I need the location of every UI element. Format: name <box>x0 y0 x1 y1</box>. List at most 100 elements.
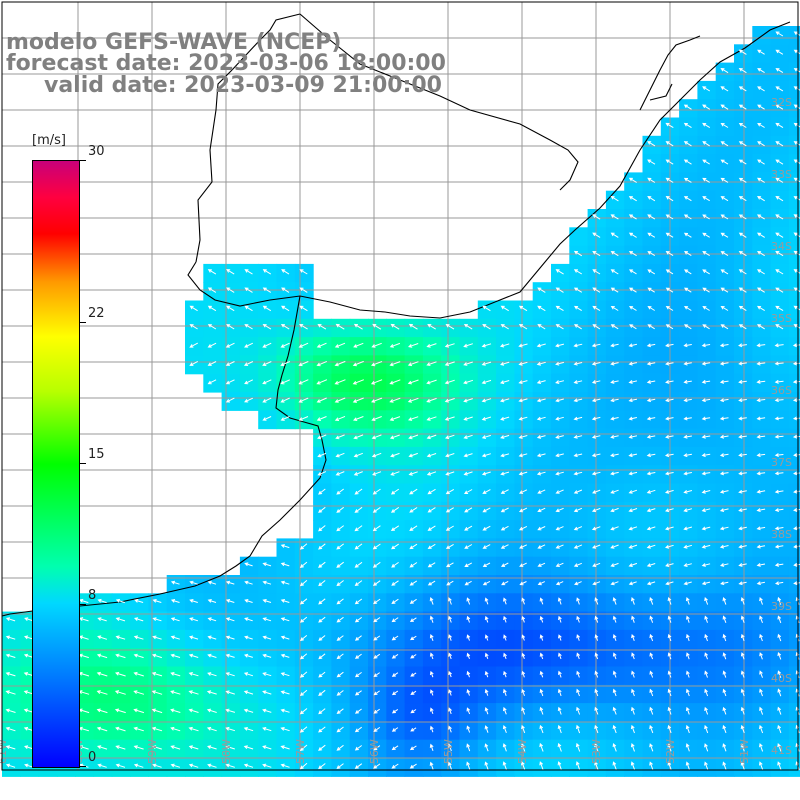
wind-arrow <box>482 525 491 531</box>
wind-arrow <box>775 324 784 330</box>
wind-arrow <box>775 232 784 238</box>
wind-arrow <box>225 726 236 732</box>
wind-arrow <box>649 724 654 734</box>
wind-arrow <box>537 324 546 330</box>
wind-arrow <box>373 617 381 623</box>
wind-speed-cell <box>258 721 278 741</box>
wind-arrow <box>738 67 747 74</box>
colorbar-tick-label: 30 <box>88 144 105 159</box>
wind-arrow <box>336 744 344 751</box>
wind-speed-cell <box>605 410 625 430</box>
wind-arrow <box>628 232 637 238</box>
wind-arrow <box>665 526 674 531</box>
wind-arrow <box>373 708 380 714</box>
wind-arrow <box>170 726 181 732</box>
colorbar <box>32 160 80 768</box>
wind-speed-cell <box>697 392 717 411</box>
colorbar-tick <box>80 463 86 464</box>
wind-arrow <box>354 488 363 495</box>
wind-arrow <box>610 471 619 476</box>
wind-arrow <box>628 380 638 384</box>
wind-speed-cell <box>221 282 241 302</box>
wind-arrow <box>701 489 711 494</box>
wind-arrow <box>482 580 491 586</box>
wind-arrow <box>299 671 308 678</box>
wind-speed-cell <box>477 337 497 356</box>
wind-speed-cell <box>734 263 753 283</box>
wind-arrow <box>628 526 638 531</box>
wind-arrow <box>646 581 656 586</box>
wind-speed-cell <box>770 282 790 302</box>
wind-arrow <box>133 635 144 640</box>
wind-speed-cell <box>459 392 479 411</box>
wind-arrow <box>576 670 580 678</box>
wind-speed-cell <box>569 392 589 411</box>
wind-arrow <box>244 397 254 403</box>
wind-speed-cell <box>770 135 790 155</box>
longitude-label: 54W <box>516 739 529 764</box>
wind-speed-cell <box>770 62 790 82</box>
wind-arrow <box>463 471 473 476</box>
wind-arrow <box>738 305 747 312</box>
wind-speed-cell <box>605 300 625 320</box>
wind-speed-cell <box>349 392 369 411</box>
wind-speed-cell <box>422 520 442 539</box>
wind-arrow <box>665 361 674 366</box>
wind-arrow <box>391 708 399 714</box>
wind-speed-cell <box>2 739 21 759</box>
wind-speed-cell <box>642 337 662 356</box>
wind-arrow <box>371 452 382 458</box>
wind-arrow <box>555 435 564 439</box>
wind-arrow <box>701 526 711 531</box>
wind-arrow <box>409 580 418 586</box>
wind-speed-cell <box>313 410 332 430</box>
wind-arrow <box>720 177 729 183</box>
wind-arrow <box>448 761 452 770</box>
wind-speed-cell <box>605 190 625 210</box>
wind-arrow <box>775 196 784 202</box>
wind-arrow <box>537 544 546 549</box>
wind-arrow <box>557 761 562 771</box>
wind-speed-cell <box>715 245 735 265</box>
latitude-label: 41S <box>771 744 792 757</box>
wind-arrow <box>444 361 455 366</box>
wind-speed-cell <box>770 318 790 338</box>
wind-speed-cell <box>587 392 607 411</box>
wind-arrow <box>170 672 181 677</box>
wind-arrow <box>409 562 418 568</box>
map-frame <box>1 1 799 771</box>
title-valid-date: valid date: 2023-03-09 21:00:00 <box>44 73 442 98</box>
wind-arrow <box>557 724 562 734</box>
wind-speed-cell <box>752 263 772 283</box>
wind-arrow <box>576 724 581 734</box>
wind-arrow <box>280 653 290 658</box>
wind-arrow <box>665 214 674 220</box>
wind-speed-cell <box>624 337 644 356</box>
wind-arrow <box>704 724 709 734</box>
wind-speed-cell <box>441 465 461 485</box>
wind-arrow <box>481 416 492 421</box>
wind-arrow <box>280 745 290 750</box>
wind-arrow <box>207 617 217 622</box>
wind-arrow <box>426 379 437 385</box>
wind-arrow <box>466 670 471 678</box>
wind-arrow <box>612 634 617 641</box>
wind-arrow <box>630 743 635 752</box>
wind-speed-cell <box>221 684 241 704</box>
wind-speed-cell <box>313 483 332 503</box>
wind-speed-cell <box>715 282 735 302</box>
wind-speed-cell <box>697 154 717 173</box>
wind-arrow <box>573 471 583 476</box>
wind-arrow <box>427 488 436 495</box>
wind-speed-cell <box>2 629 21 649</box>
wind-speed-cell <box>679 465 698 485</box>
wind-arrow <box>484 670 489 678</box>
wind-speed-cell <box>477 428 497 448</box>
wind-arrow <box>684 305 692 311</box>
wind-speed-cell <box>459 410 479 430</box>
wind-speed-cell <box>734 337 753 356</box>
wind-arrow <box>500 434 510 439</box>
wind-speed-cell <box>422 556 442 576</box>
wind-arrow <box>738 453 747 458</box>
wind-arrow <box>334 379 346 385</box>
